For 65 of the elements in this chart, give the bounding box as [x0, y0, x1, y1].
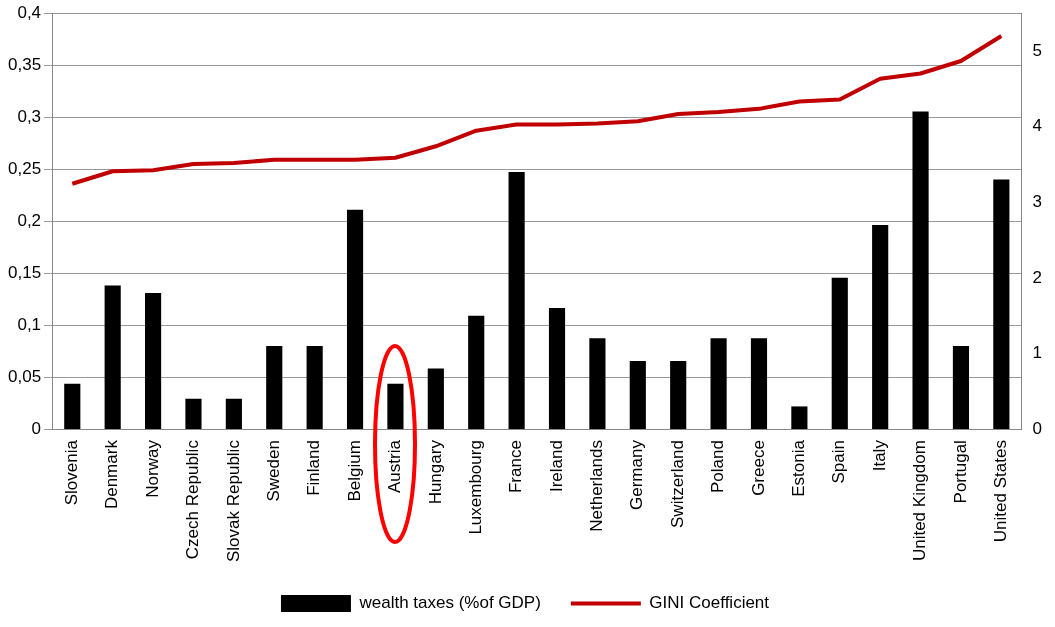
- y-tick-label: 0,1: [17, 314, 42, 334]
- x-tick-label: Denmark: [102, 439, 122, 510]
- x-tick-label: Norway: [142, 439, 162, 498]
- x-tick-label: Ireland: [546, 440, 566, 493]
- bar: [306, 345, 323, 430]
- bar: [508, 172, 525, 430]
- bar: [225, 398, 242, 430]
- y-tick-label: 0,15: [7, 262, 42, 282]
- legend-label: GINI Coefficient: [649, 593, 770, 613]
- x-tick-label: Sweden: [263, 440, 283, 502]
- bar: [993, 179, 1010, 430]
- y-tick-label: 0,25: [7, 158, 42, 178]
- y-tick-label: 0,4: [17, 2, 42, 22]
- x-tick-label: Slovak Republic: [223, 439, 243, 563]
- bar: [710, 338, 727, 430]
- x-tick-label: Czech Republic: [183, 439, 203, 560]
- y-tick-label: 0: [31, 418, 42, 438]
- x-tick-label: United Kingdom: [910, 440, 930, 562]
- x-tick-label: Germany: [627, 439, 647, 511]
- x-tick-label: Estonia: [789, 439, 809, 497]
- bar: [64, 383, 81, 430]
- x-tick-label: Spain: [829, 440, 849, 484]
- bar: [912, 111, 929, 430]
- x-tick-label: United States: [991, 440, 1011, 543]
- y2-tick-label: 3: [1032, 191, 1043, 211]
- y2-tick-label: 0: [1032, 418, 1043, 438]
- x-tick-label: Switzerland: [667, 440, 687, 528]
- x-tick-label: Slovenia: [61, 439, 81, 506]
- bar: [791, 406, 808, 430]
- bar: [831, 277, 848, 430]
- bar: [104, 285, 121, 430]
- bar: [427, 368, 444, 430]
- y2-tick-label: 5: [1032, 40, 1043, 60]
- x-tick-label: Austria: [385, 439, 405, 494]
- bar: [750, 338, 768, 430]
- y-tick-label: 0,3: [17, 106, 42, 126]
- bar: [548, 308, 566, 430]
- bar: [185, 398, 202, 430]
- y2-tick-label: 2: [1032, 267, 1043, 287]
- x-tick-label: Greece: [748, 440, 768, 496]
- x-tick-label: Poland: [708, 440, 728, 494]
- x-tick-label: Portugal: [950, 440, 970, 504]
- legend-label: wealth taxes (%of GDP): [358, 593, 541, 613]
- y2-tick-label: 4: [1032, 116, 1043, 136]
- bar: [952, 345, 970, 430]
- bar: [346, 209, 364, 430]
- x-tick-label: Netherlands: [587, 440, 607, 532]
- x-tick-label: Belgium: [344, 440, 364, 502]
- x-tick-label: France: [506, 440, 526, 494]
- bar: [670, 361, 687, 430]
- bar: [589, 338, 606, 430]
- x-tick-label: Luxembourg: [465, 440, 485, 535]
- x-tick-label: Italy: [869, 439, 889, 472]
- x-tick-label: Hungary: [425, 439, 445, 505]
- bar: [144, 292, 162, 430]
- y-tick-label: 0,2: [17, 210, 42, 230]
- x-tick-label: Finland: [304, 440, 324, 496]
- y-tick-label: 0,05: [7, 366, 42, 386]
- bar: [387, 383, 404, 430]
- bar: [872, 224, 889, 430]
- y-tick-label: 0,35: [7, 54, 42, 74]
- bar: [629, 361, 646, 430]
- bar: [468, 315, 485, 430]
- bar: [266, 345, 283, 430]
- y2-tick-label: 1: [1032, 343, 1043, 363]
